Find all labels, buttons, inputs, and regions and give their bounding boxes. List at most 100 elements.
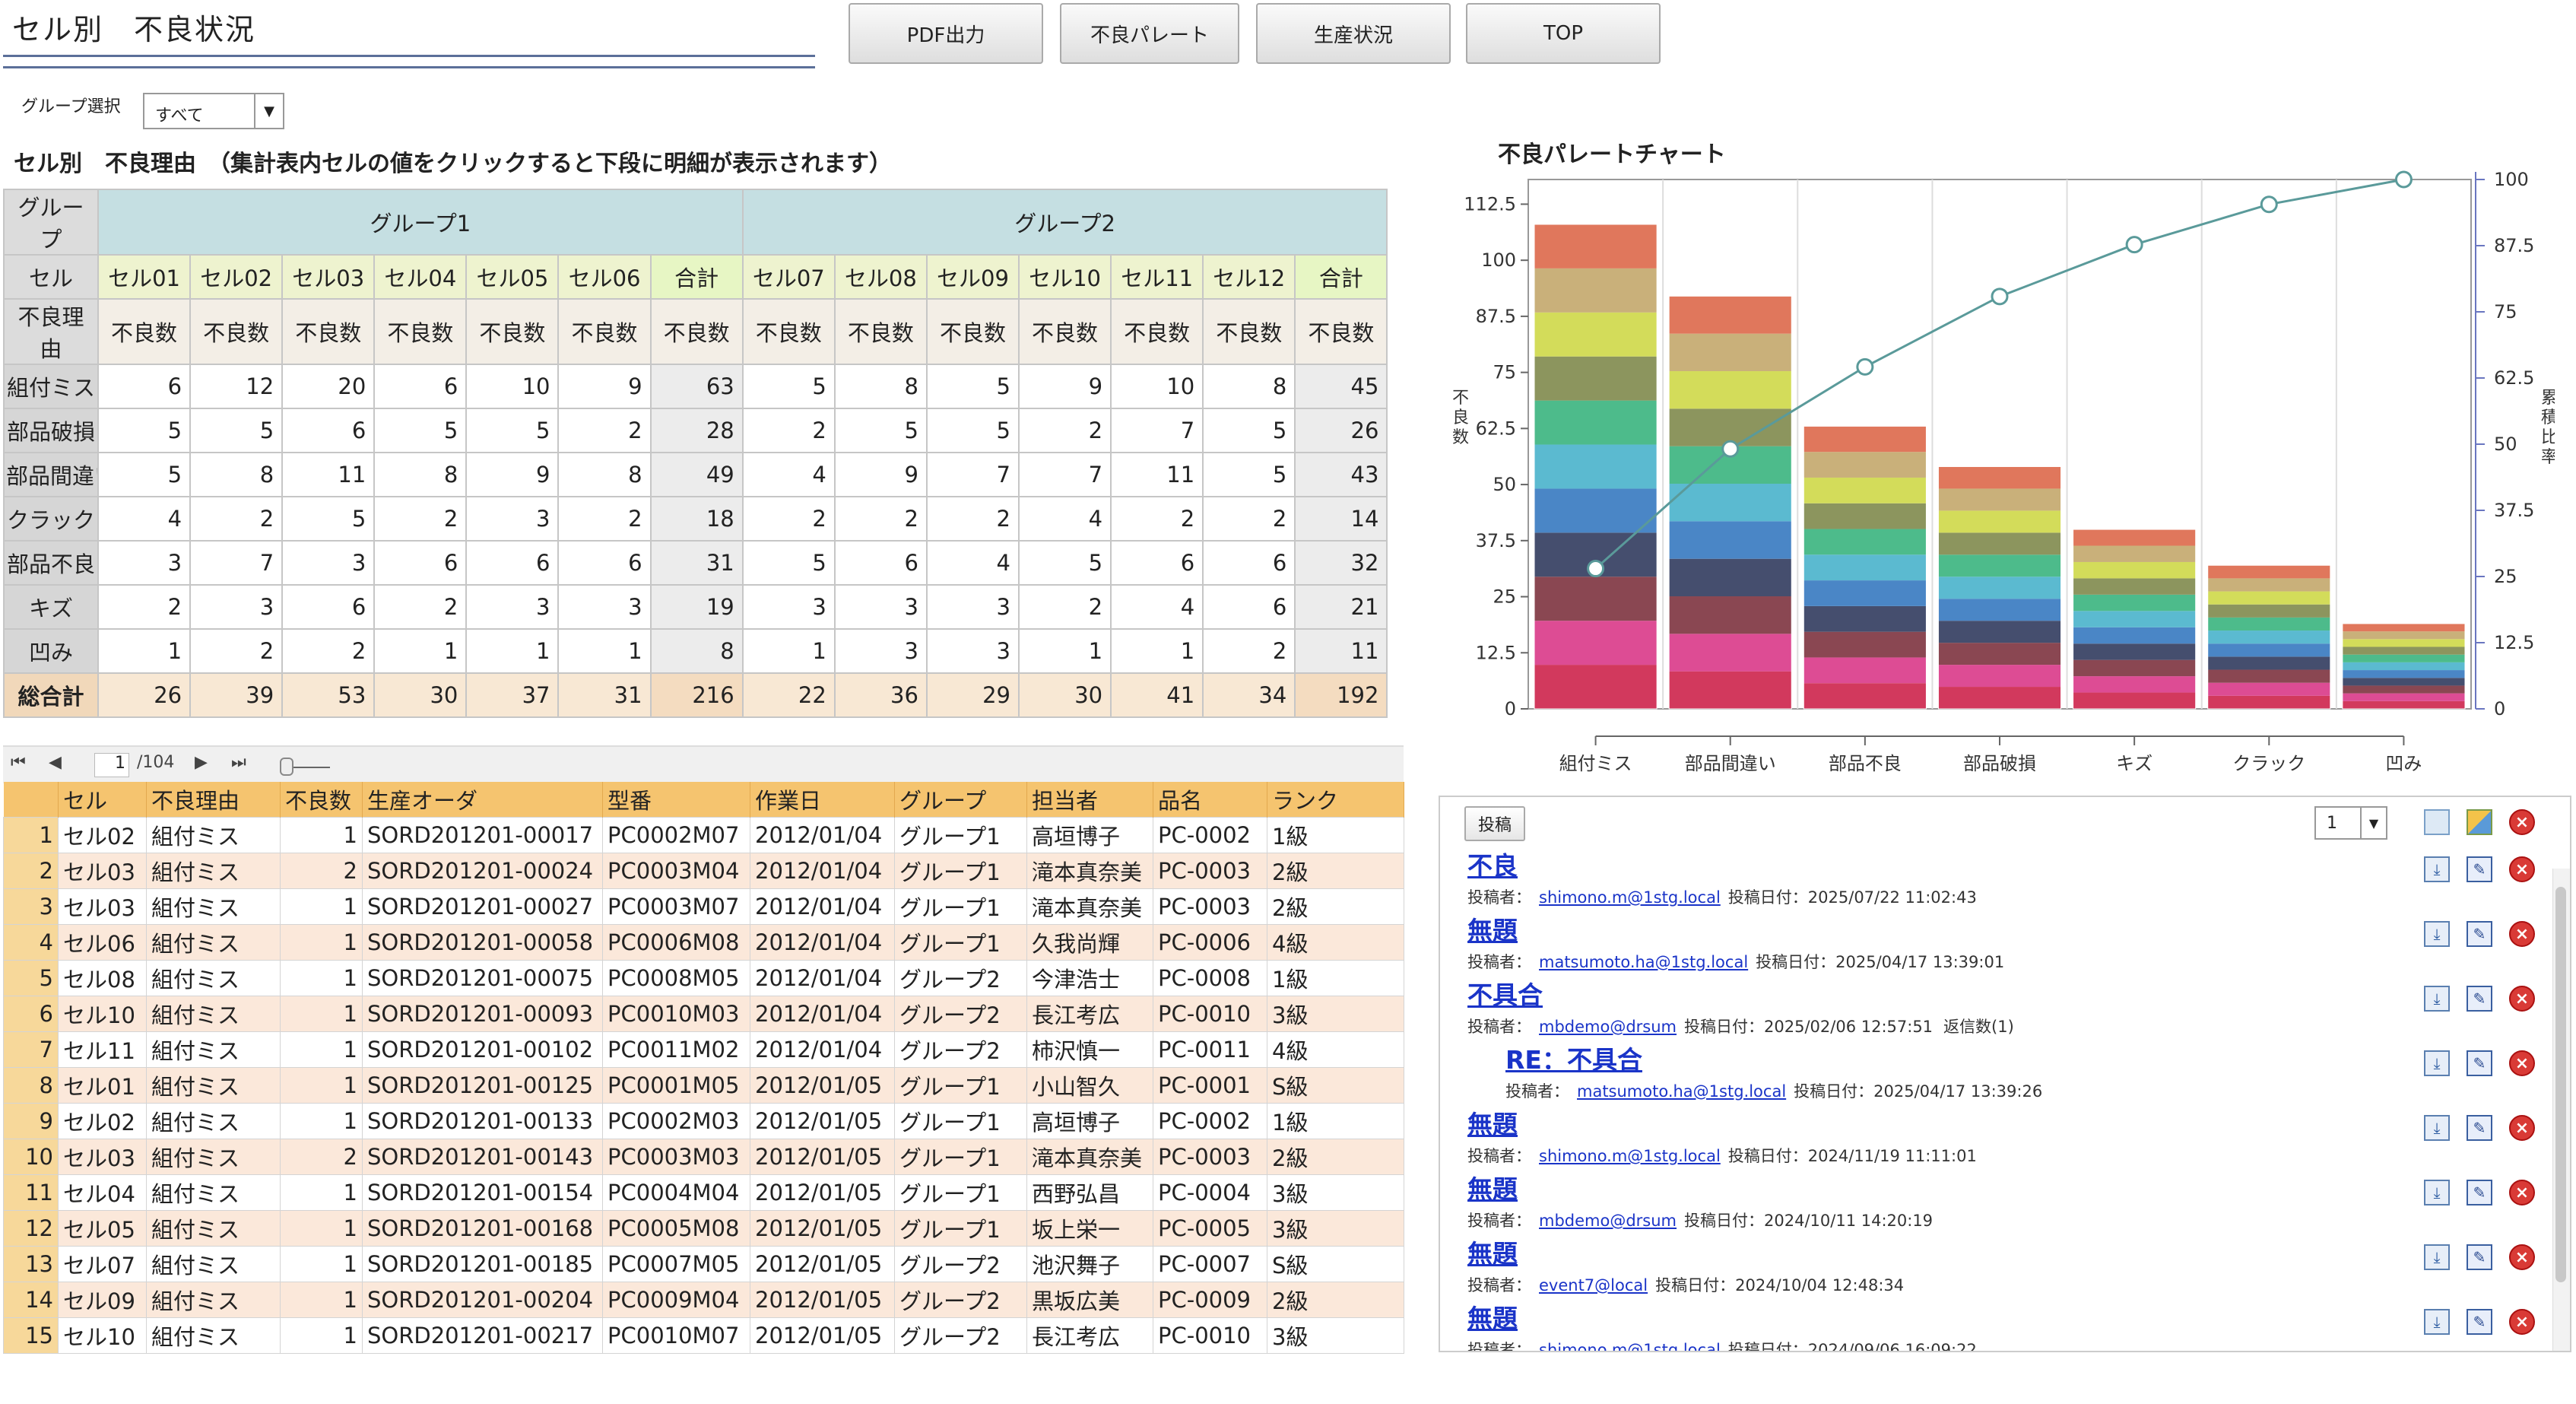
summary-value[interactable]: 1	[557, 628, 652, 674]
table-row[interactable]: 3 セル03 組付ミス 1 SORD201201-00027 PC0003M07 2012/…	[3, 888, 1404, 925]
table-row[interactable]: 7 セル11 組付ミス 1 SORD201201-00102 PC0011M02 2012/…	[3, 1031, 1404, 1068]
table-row[interactable]: 11 セル04 組付ミス 1 SORD201201-00154 PC0004M04 2012…	[3, 1174, 1404, 1211]
delete-icon[interactable]: ×	[2509, 1309, 2535, 1335]
summary-value[interactable]: 2	[557, 408, 652, 453]
summary-value[interactable]: 32	[1294, 540, 1388, 586]
close-icon[interactable]: ×	[2509, 809, 2535, 835]
summary-value[interactable]: 6	[465, 540, 560, 586]
table-row[interactable]: 14 セル09 組付ミス 1 SORD201201-00204 PC0009M04 2012…	[3, 1282, 1404, 1318]
scrollbar-thumb[interactable]	[2555, 887, 2566, 1282]
download-icon[interactable]: ⤓	[2424, 986, 2450, 1012]
grand-total-value[interactable]: 37	[465, 672, 560, 718]
post-title[interactable]: 無題	[1467, 916, 1518, 945]
post-button[interactable]: 投稿	[1464, 806, 1525, 841]
summary-value[interactable]: 2	[189, 628, 284, 674]
download-icon[interactable]: ⤓	[2424, 1050, 2450, 1076]
summary-value[interactable]: 5	[1202, 452, 1296, 497]
delete-icon[interactable]: ×	[2509, 1180, 2535, 1205]
author-email[interactable]: matsumoto.ha@1stg.local	[1539, 953, 1749, 971]
edit-icon[interactable]: ✎	[2467, 856, 2492, 882]
summary-value[interactable]: 5	[97, 452, 192, 497]
summary-value[interactable]: 2	[833, 496, 928, 542]
summary-value[interactable]: 3	[281, 540, 376, 586]
edit-icon[interactable]: ✎	[2467, 921, 2492, 947]
download-icon[interactable]: ⤓	[2424, 1115, 2450, 1141]
summary-value[interactable]: 18	[649, 496, 744, 542]
summary-value[interactable]: 10	[465, 364, 560, 409]
summary-value[interactable]: 2	[925, 496, 1020, 542]
summary-value[interactable]: 8	[189, 452, 284, 497]
prev-page-icon[interactable]: ◀	[49, 753, 62, 772]
summary-value[interactable]: 11	[1294, 628, 1388, 674]
summary-value[interactable]: 3	[925, 628, 1020, 674]
edit-icon[interactable]: ✎	[2467, 1180, 2492, 1205]
summary-value[interactable]: 63	[649, 364, 744, 409]
delete-icon[interactable]: ×	[2509, 1115, 2535, 1141]
grand-total-value[interactable]: 26	[97, 672, 192, 718]
summary-value[interactable]: 3	[925, 584, 1020, 630]
grand-total-value[interactable]: 39	[189, 672, 284, 718]
summary-value[interactable]: 6	[1202, 584, 1296, 630]
author-email[interactable]: event7@local	[1539, 1276, 1648, 1294]
summary-value[interactable]: 6	[373, 364, 468, 409]
table-row[interactable]: 8 セル01 組付ミス 1 SORD201201-00125 PC0001M05 2012/…	[3, 1067, 1404, 1104]
author-email[interactable]: mbdemo@drsum	[1539, 1212, 1677, 1230]
summary-value[interactable]: 5	[281, 496, 376, 542]
defect-pareto-button[interactable]: 不良パレート	[1060, 3, 1239, 64]
delete-icon[interactable]: ×	[2509, 1050, 2535, 1076]
summary-value[interactable]: 2	[97, 584, 192, 630]
summary-value[interactable]: 3	[465, 496, 560, 542]
download-icon[interactable]: ⤓	[2424, 1180, 2450, 1205]
summary-value[interactable]: 5	[833, 408, 928, 453]
image-icon[interactable]	[2467, 809, 2492, 835]
summary-value[interactable]: 6	[281, 584, 376, 630]
summary-value[interactable]: 6	[1110, 540, 1204, 586]
summary-value[interactable]: 11	[281, 452, 376, 497]
summary-value[interactable]: 4	[1017, 496, 1112, 542]
summary-value[interactable]: 7	[189, 540, 284, 586]
table-row[interactable]: 15 セル10 組付ミス 1 SORD201201-00217 PC0010M07 2012…	[3, 1317, 1404, 1354]
summary-value[interactable]: 7	[1017, 452, 1112, 497]
summary-value[interactable]: 5	[1202, 408, 1296, 453]
post-title[interactable]: 無題	[1467, 1110, 1518, 1139]
summary-value[interactable]: 8	[373, 452, 468, 497]
grand-total-value[interactable]: 53	[281, 672, 376, 718]
edit-icon[interactable]: ✎	[2467, 1050, 2492, 1076]
summary-value[interactable]: 5	[1017, 540, 1112, 586]
author-email[interactable]: shimono.m@1stg.local	[1539, 888, 1721, 907]
summary-value[interactable]: 6	[833, 540, 928, 586]
summary-value[interactable]: 7	[925, 452, 1020, 497]
summary-value[interactable]: 2	[373, 584, 468, 630]
summary-value[interactable]: 4	[1110, 584, 1204, 630]
summary-value[interactable]: 3	[189, 584, 284, 630]
table-row[interactable]: 2 セル03 組付ミス 2 SORD201201-00024 PC0003M04 2012/…	[3, 853, 1404, 889]
table-row[interactable]: 4 セル06 組付ミス 1 SORD201201-00058 PC0006M08 2012/…	[3, 924, 1404, 961]
summary-value[interactable]: 6	[557, 540, 652, 586]
post-page-select[interactable]: 1 ▼	[2314, 806, 2387, 840]
summary-value[interactable]: 3	[465, 584, 560, 630]
summary-value[interactable]: 2	[1110, 496, 1204, 542]
summary-value[interactable]: 2	[741, 408, 836, 453]
last-page-icon[interactable]: ⏭	[231, 753, 246, 772]
summary-value[interactable]: 21	[1294, 584, 1388, 630]
first-page-icon[interactable]: ⏮	[11, 753, 26, 772]
post-title[interactable]: 不良	[1467, 851, 1518, 881]
list-view-icon[interactable]	[2424, 809, 2450, 835]
post-title[interactable]: 無題	[1467, 1239, 1518, 1269]
post-title[interactable]: 無題	[1467, 1304, 1518, 1333]
table-row[interactable]: 12 セル05 組付ミス 1 SORD201201-00168 PC0005M08 2012…	[3, 1210, 1404, 1247]
page-slider-handle[interactable]	[280, 758, 293, 776]
summary-value[interactable]: 1	[373, 628, 468, 674]
posts-scrollbar[interactable]	[2552, 869, 2570, 1351]
summary-value[interactable]: 26	[1294, 408, 1388, 453]
column-header[interactable]	[3, 782, 59, 818]
summary-value[interactable]: 8	[557, 452, 652, 497]
production-status-button[interactable]: 生産状況	[1256, 3, 1451, 64]
summary-value[interactable]: 28	[649, 408, 744, 453]
grand-total-value[interactable]: 36	[833, 672, 928, 718]
summary-value[interactable]: 14	[1294, 496, 1388, 542]
summary-value[interactable]: 1	[741, 628, 836, 674]
column-header[interactable]: 不良数	[280, 782, 363, 818]
summary-value[interactable]: 2	[281, 628, 376, 674]
summary-value[interactable]: 4	[741, 452, 836, 497]
